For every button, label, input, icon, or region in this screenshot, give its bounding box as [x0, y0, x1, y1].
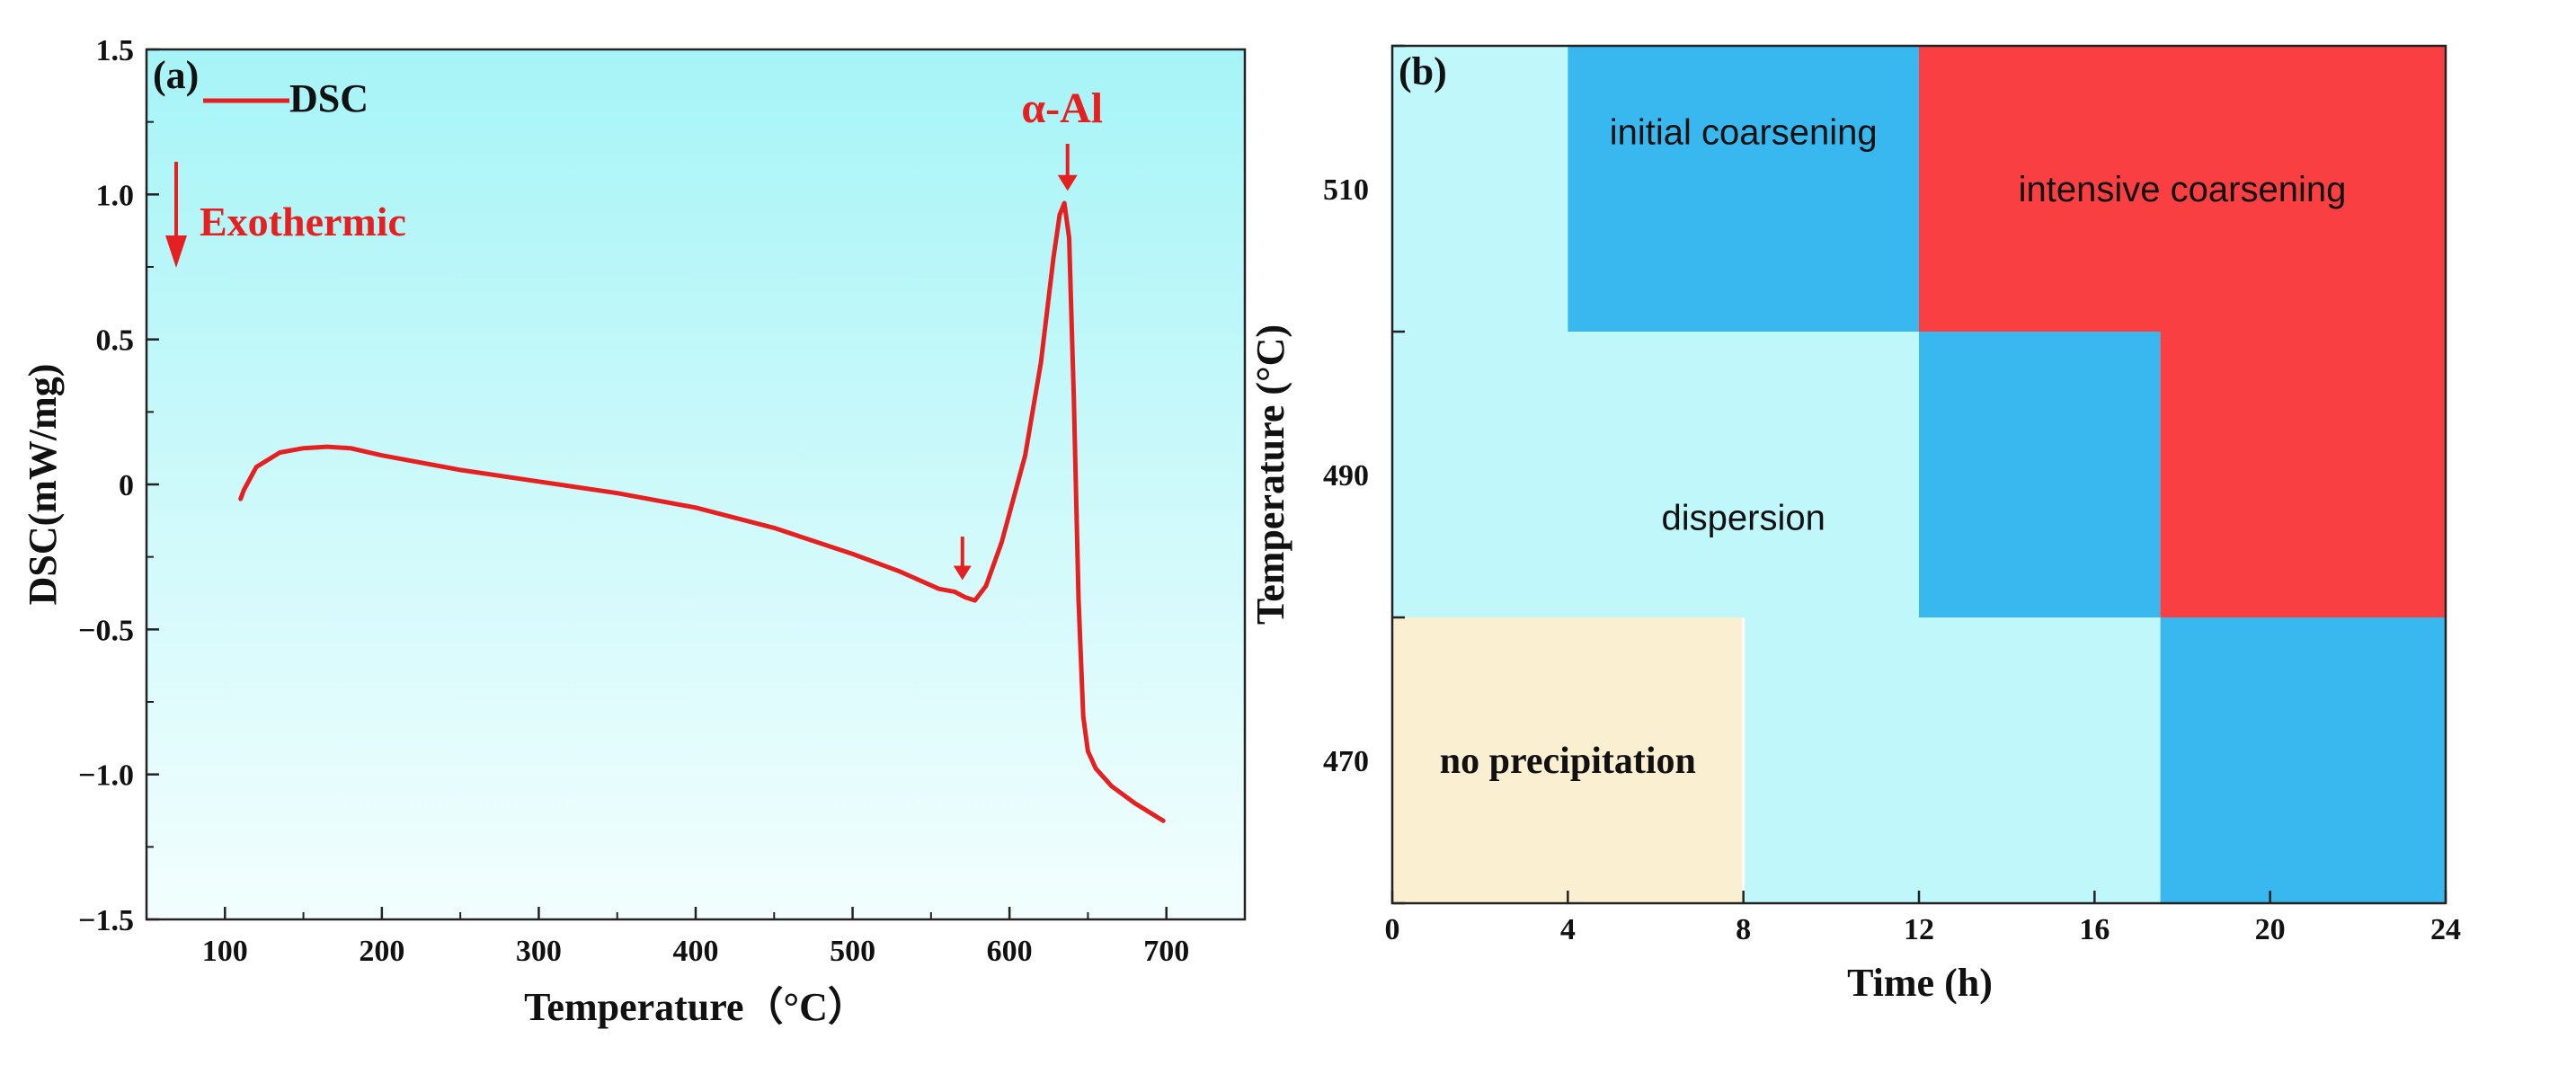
cell-no-precipitation	[1392, 617, 1744, 903]
panel-a-dsc-chart: 100 200 300 400 500 600 700 −1.5 −1.0 −0.5 0 0.5 1.0…	[21, 34, 1247, 1029]
legend-label: DSC	[289, 76, 369, 120]
x-tick-label-b: 24	[2430, 913, 2461, 946]
y-tick-label-a: 0	[119, 469, 134, 502]
x-tick-label-a: 200	[359, 935, 404, 968]
x-tick-label-a: 400	[673, 935, 719, 968]
y-tick-label-b: 510	[1323, 173, 1369, 207]
region-label-initial-coarsening: initial coarsening	[1610, 112, 1878, 152]
panel-a-label: (a)	[153, 53, 199, 97]
y-tick-label-a: −1.5	[78, 904, 134, 937]
x-tick-label-b: 8	[1736, 913, 1751, 946]
region-label-dispersion: dispersion	[1662, 499, 1825, 538]
y-tick-label-a: 1.0	[96, 179, 135, 212]
y-tick-label-b: 490	[1323, 459, 1369, 493]
x-tick-label-b: 12	[1904, 913, 1934, 946]
alpha-al-peak-label: α-Al	[1021, 84, 1103, 132]
x-tick-label-a: 300	[516, 935, 562, 968]
plot-a-background	[147, 49, 1245, 919]
region-label-no-precipitation: no precipitation	[1440, 741, 1696, 782]
cell-initial-coarsening	[1568, 46, 1919, 332]
exothermic-arrow	[165, 162, 187, 268]
y-tick-label-a: −0.5	[78, 614, 134, 647]
x-tick-label-a: 100	[202, 935, 248, 968]
x-tick-label-b: 16	[2079, 913, 2110, 946]
panel-b-label: (b)	[1399, 49, 1447, 93]
cell-intensive-coarsening	[1919, 46, 2446, 332]
alpha-al-peak-arrow	[1057, 144, 1078, 191]
dsc-curve	[238, 200, 1166, 823]
cell-initial-coarsening	[1919, 332, 2161, 617]
x-tick-label-b: 20	[2255, 913, 2286, 946]
small-endotherm-arrow	[953, 537, 972, 581]
cell-dispersion	[1392, 46, 1568, 332]
x-tick-label-a: 700	[1143, 935, 1189, 968]
y-axis-title-b: Temperature (°C)	[1248, 324, 1292, 625]
y-tick-label-a: 0.5	[96, 324, 135, 358]
y-tick-label-b: 470	[1323, 745, 1369, 778]
x-tick-label-b: 4	[1560, 913, 1576, 946]
x-tick-label-a: 600	[987, 935, 1033, 968]
region-label-intensive-coarsening: intensive coarsening	[2019, 170, 2347, 209]
exothermic-label: Exothermic	[200, 199, 406, 244]
cell-intensive-coarsening	[2160, 332, 2446, 617]
x-tick-label-b: 0	[1385, 913, 1400, 946]
y-tick-label-a: 1.5	[96, 34, 135, 67]
y-tick-label-a: −1.0	[78, 759, 134, 793]
panel-b-heatmap: 0 4 8 12 16 20 24 470 490 510 initial coarsening i…	[1248, 44, 2461, 1005]
y-axis-title-a: DSC(mW/mg)	[21, 364, 65, 606]
x-axis-title-a: Temperature（°C）	[524, 985, 867, 1029]
cell-dispersion	[1743, 617, 2161, 903]
cell-dispersion	[1392, 332, 1919, 617]
cell-initial-coarsening	[2160, 617, 2446, 903]
x-tick-label-a: 500	[830, 935, 875, 968]
x-axis-title-b: Time (h)	[1847, 961, 1993, 1005]
